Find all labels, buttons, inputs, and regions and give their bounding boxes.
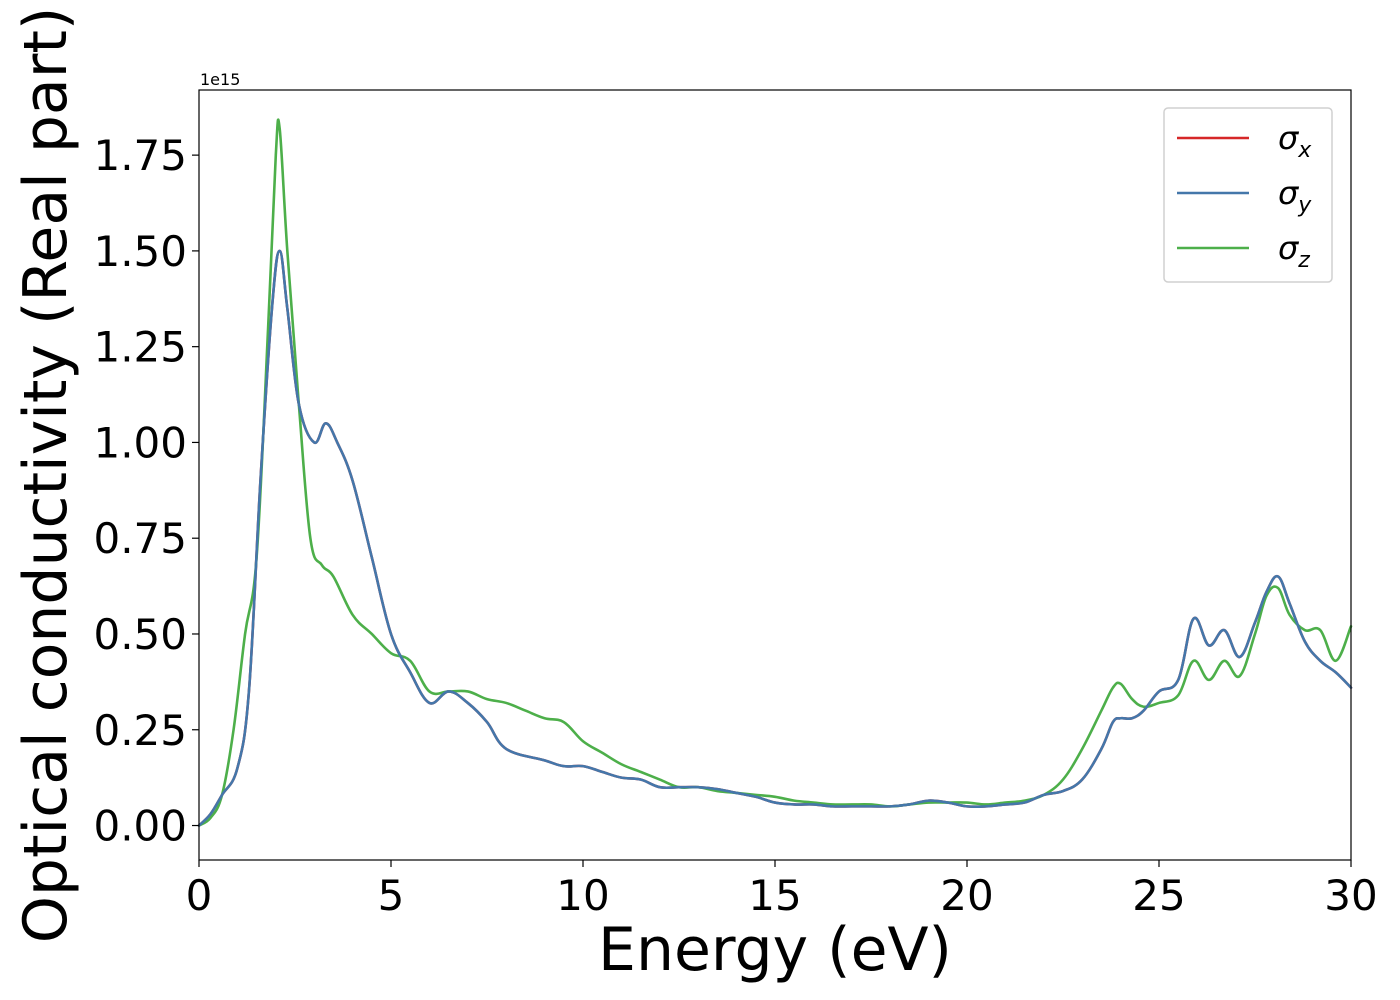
x-tick-label: 0 xyxy=(186,871,213,920)
y-tick-label: 0.50 xyxy=(93,610,187,659)
x-tick-label: 25 xyxy=(1132,871,1185,920)
legend-items: σx σy σz xyxy=(1177,119,1312,273)
x-axis-label: Energy (eV) xyxy=(598,915,952,985)
y-tick-label: 0.75 xyxy=(93,514,187,563)
legend-label-z: σz xyxy=(1278,229,1310,273)
plot-background xyxy=(199,90,1351,860)
y-axis: 0.00 0.25 0.50 0.75 1.00 1.25 1.50 1.75 xyxy=(93,131,199,851)
series-layer xyxy=(197,118,1353,827)
y-tick-label: 0.00 xyxy=(93,802,187,851)
series-line-y xyxy=(197,249,1353,827)
x-tick-label: 5 xyxy=(378,871,405,920)
y-tick-label: 1.25 xyxy=(93,323,187,372)
y-axis-label: Optical conductivity (Real part) xyxy=(11,7,81,944)
y-tick-label: 1.50 xyxy=(93,227,187,276)
y-tick-label: 1.75 xyxy=(93,131,187,180)
legend-label-x: σx xyxy=(1278,119,1312,163)
legend: σx σy σz xyxy=(1163,107,1333,283)
legend-box xyxy=(1163,107,1333,283)
x-tick-label: 20 xyxy=(940,871,993,920)
x-tick-label: 30 xyxy=(1324,871,1377,920)
y-offset-text: 1e15 xyxy=(200,70,240,89)
x-tick-label: 10 xyxy=(556,871,609,920)
y-tick-label: 1.00 xyxy=(93,418,187,467)
legend-label-y: σy xyxy=(1278,174,1312,218)
y-tick-label: 0.25 xyxy=(93,706,187,755)
x-axis: 0 5 10 15 20 25 30 xyxy=(186,860,1378,920)
x-tick-label: 15 xyxy=(748,871,801,920)
